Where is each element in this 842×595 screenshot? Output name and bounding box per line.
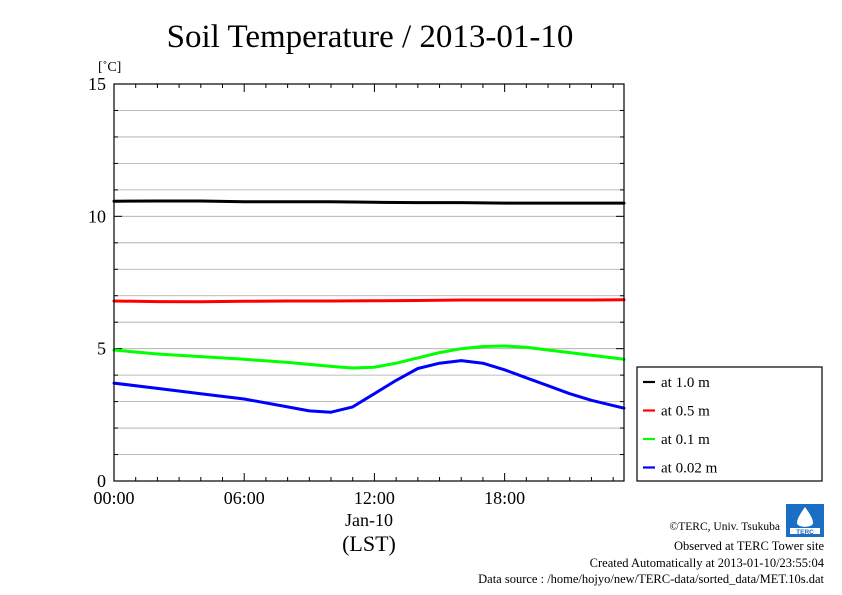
y-tick-label: 15: [88, 74, 106, 94]
y-tick-label: 10: [88, 206, 106, 226]
chart-title: Soil Temperature / 2013-01-10: [167, 19, 574, 55]
series-line: [112, 359, 626, 414]
source-text: Data source : /home/hojyo/new/TERC-data/…: [478, 572, 824, 586]
y-axis-label: [˚C]: [98, 60, 121, 75]
series-line: [112, 298, 626, 304]
series-line: [112, 344, 626, 370]
grid-lines: [114, 110, 624, 455]
copyright-text: ©TERC, Univ. Tsukuba: [670, 521, 780, 533]
y-tick-label: 5: [97, 339, 106, 359]
x-tick-label: 06:00: [224, 488, 265, 508]
logo-text: TERC: [796, 529, 814, 536]
legend: at 1.0 m at 0.5 m at 0.1 m at 0.02 m: [636, 366, 823, 482]
tick-labels: 0 5 10 15 00:00 06:00 12:00 18:00: [88, 74, 525, 508]
y-tick-label: 0: [97, 471, 106, 491]
terc-logo: TERC: [786, 504, 824, 537]
date-label: Jan-10: [345, 510, 393, 530]
legend-entry: at 1.0 m: [661, 375, 710, 391]
legend-entry: at 0.02 m: [661, 461, 718, 477]
series-line: [112, 199, 626, 205]
x-tick-label: 12:00: [354, 488, 395, 508]
site-text: Observed at TERC Tower site: [674, 539, 824, 553]
axis-ticks: [114, 84, 624, 481]
legend-entry: at 0.5 m: [661, 404, 710, 420]
legend-box: [636, 366, 823, 482]
legend-entry: at 0.1 m: [661, 432, 710, 448]
x-tick-label: 00:00: [93, 488, 134, 508]
plot-frame: [113, 83, 625, 482]
x-tick-label: 18:00: [484, 488, 525, 508]
series-lines: [112, 199, 626, 414]
x-axis-label: (LST): [342, 531, 396, 556]
created-text: Created Automatically at 2013-01-10/23:5…: [590, 556, 825, 570]
